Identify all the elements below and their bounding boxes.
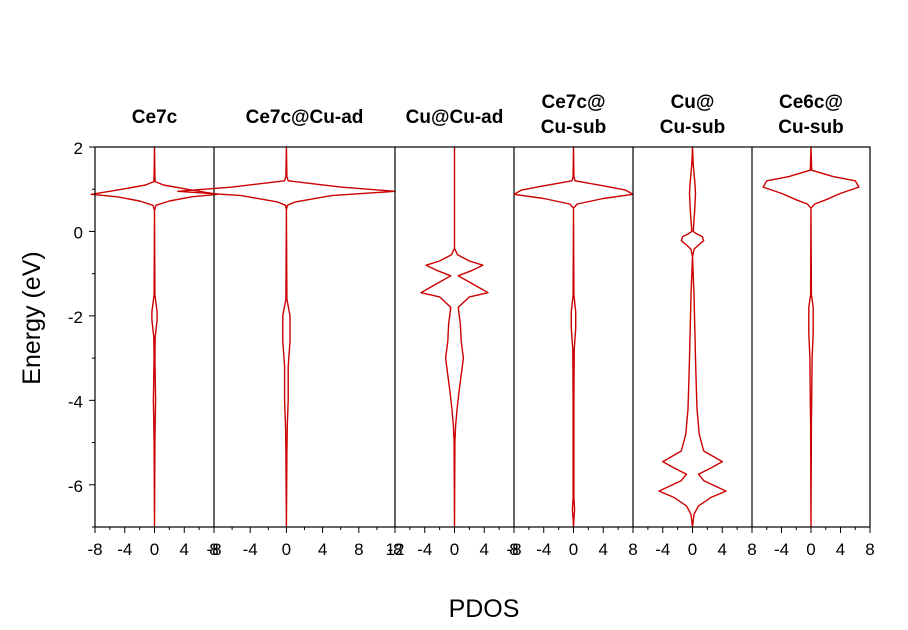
x-axis-label: PDOS — [449, 595, 520, 623]
panel-title: Ce7c@ — [542, 92, 606, 113]
plot-frame — [94, 146, 871, 528]
x-tick-label: 4 — [318, 540, 327, 559]
x-tick-label: 8 — [209, 540, 218, 559]
panel-2: Ce7c@Cu-ad -8 -4 0 4 8 12 — [177, 107, 405, 559]
panel-4: Ce7c@ Cu-sub -8 -4 0 4 8 — [506, 92, 637, 559]
x-tick-label: 0 — [806, 540, 815, 559]
x-tick-label: -4 — [417, 540, 432, 559]
x-tick-label: 8 — [628, 540, 637, 559]
y-tick-label: -6 — [68, 477, 83, 496]
y-tick-label: 2 — [74, 139, 83, 158]
x-tick-label: 0 — [282, 540, 291, 559]
x-tick-label: 0 — [450, 540, 459, 559]
panel-title: Ce7c — [132, 107, 178, 128]
panel-title: Cu-sub — [778, 117, 843, 138]
panel-title: Ce6c@ — [779, 92, 843, 113]
panel-6: Ce6c@ Cu-sub -4 0 4 8 — [751, 92, 875, 559]
panel-5: Cu@ Cu-sub -4 0 4 8 — [632, 92, 757, 559]
plot-border — [94, 146, 871, 528]
pdos-curve — [762, 146, 860, 528]
x-tick-label: 8 — [509, 540, 518, 559]
panel-title: Cu-sub — [660, 117, 725, 138]
y-tick-label: -4 — [68, 392, 83, 411]
x-tick-label: 4 — [836, 540, 845, 559]
panel-3: Cu@Cu-ad -8 -4 0 4 8 — [387, 107, 518, 559]
panel-1: Ce7c -8 -4 0 4 8 — [87, 107, 218, 559]
x-tick-label: 8 — [354, 540, 363, 559]
panels-layer: Ce7c -8 -4 0 4 8 Ce7c@Cu-ad -8 -4 0 4 8 12 Cu@Cu-ad -8… — [87, 92, 874, 559]
x-tick-label: 0 — [569, 540, 578, 559]
panel-title: Cu@Cu-ad — [406, 107, 504, 128]
x-tick-label: 4 — [718, 540, 727, 559]
y-tick-label: 0 — [74, 223, 83, 242]
panel-title: Cu@ — [671, 92, 715, 113]
pdos-curve — [420, 146, 489, 528]
x-tick-label: -4 — [536, 540, 551, 559]
panel-title: Ce7c@Cu-ad — [246, 107, 364, 128]
x-tick-label: 0 — [150, 540, 159, 559]
x-tick-label: 4 — [480, 540, 489, 559]
x-tick-label: -4 — [117, 540, 132, 559]
x-tick-label: -8 — [506, 540, 521, 559]
y-axis-label: Energy (eV) — [18, 251, 46, 384]
x-tick-label: -8 — [87, 540, 102, 559]
x-tick-label: 4 — [599, 540, 608, 559]
panel-title: Cu-sub — [541, 117, 606, 138]
pdos-curve — [90, 146, 219, 528]
x-tick-label: -4 — [655, 540, 670, 559]
y-axis: 2 0 -2 -4 -6 — [68, 139, 95, 528]
x-tick-label: 0 — [688, 540, 697, 559]
pdos-curve — [177, 146, 396, 528]
pdos-curve — [513, 146, 634, 528]
x-tick-label: -8 — [387, 540, 402, 559]
x-tick-label: 8 — [747, 540, 756, 559]
pdos-curve — [658, 146, 727, 528]
x-tick-label: -4 — [243, 540, 258, 559]
x-tick-label: -8 — [206, 540, 221, 559]
y-tick-label: -2 — [68, 308, 83, 327]
x-tick-label: 8 — [865, 540, 874, 559]
x-tick-label: 12 — [386, 540, 405, 559]
x-tick-label: -4 — [774, 540, 789, 559]
x-tick-label: 4 — [180, 540, 189, 559]
